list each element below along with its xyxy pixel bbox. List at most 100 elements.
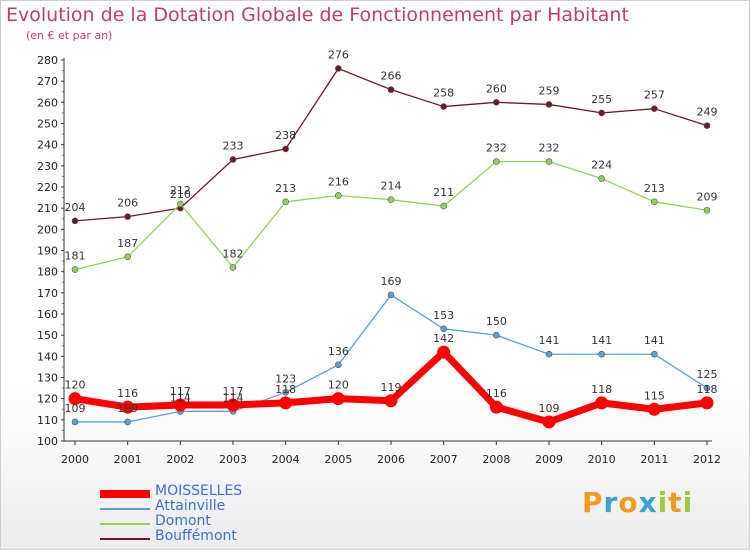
data-label: 120 (328, 379, 349, 392)
y-tick-label: 170 (37, 287, 58, 300)
data-point (703, 206, 711, 214)
y-tick-label: 280 (37, 54, 58, 67)
data-point (595, 396, 609, 410)
data-label: 136 (328, 345, 349, 358)
chart-title: Evolution de la Dotation Globale de Fonc… (6, 4, 629, 26)
data-label: 204 (65, 201, 86, 214)
data-label: 141 (539, 334, 560, 347)
data-label: 141 (591, 334, 612, 347)
data-point (651, 198, 658, 206)
x-tick-label: 2009 (535, 453, 563, 466)
y-tick-label: 190 (37, 245, 58, 258)
y-tick-label: 100 (37, 435, 58, 448)
legend-label: Attainville (155, 498, 226, 514)
data-point (173, 398, 187, 412)
data-label: 258 (433, 87, 454, 100)
y-tick-label: 140 (37, 350, 58, 363)
data-label: 118 (275, 383, 296, 396)
data-point (437, 345, 451, 359)
data-label: 213 (644, 182, 665, 195)
data-point (124, 213, 131, 220)
data-label: 255 (591, 93, 612, 106)
data-point (229, 156, 237, 163)
data-point (229, 264, 237, 271)
legend-swatch (100, 490, 150, 498)
data-label: 141 (644, 334, 665, 347)
data-label: 117 (223, 385, 244, 398)
data-point (598, 350, 605, 358)
data-point (279, 396, 293, 410)
data-point (440, 202, 447, 210)
data-label: 232 (539, 142, 560, 155)
chart-axes: 100 110 120 130 140 150 160 170 180 190 200 210 220 2… (37, 54, 721, 466)
data-label: 232 (486, 142, 507, 155)
data-label: 238 (275, 129, 296, 142)
logo-letter: i (657, 486, 669, 519)
data-label: 266 (381, 70, 402, 83)
y-tick-label: 260 (37, 96, 58, 109)
data-point (387, 291, 395, 299)
x-tick-label: 2008 (482, 453, 510, 466)
data-label: 118 (591, 383, 612, 396)
data-point (282, 198, 289, 206)
data-point (384, 394, 398, 408)
data-point (335, 361, 342, 369)
data-point (651, 350, 658, 358)
data-point (124, 253, 131, 261)
data-point (440, 325, 447, 333)
data-label: 125 (697, 368, 718, 381)
data-label: 213 (275, 182, 296, 195)
data-point (703, 384, 711, 392)
data-label: 114 (170, 391, 191, 404)
x-tick-label: 2004 (272, 453, 300, 466)
data-point (651, 105, 658, 112)
data-label: 116 (117, 387, 138, 400)
x-tick-label: 2011 (640, 453, 668, 466)
data-label: 187 (117, 237, 138, 250)
y-tick-label: 200 (37, 223, 58, 236)
data-label: 209 (697, 190, 718, 203)
x-tick-label: 2003 (219, 453, 247, 466)
data-point (121, 400, 135, 414)
data-point (493, 331, 500, 339)
x-tick-label: 2012 (693, 453, 721, 466)
data-point (598, 109, 605, 117)
x-tick-label: 2007 (430, 453, 458, 466)
data-label: 109 (65, 402, 86, 415)
data-point (124, 418, 131, 426)
data-point (703, 122, 711, 129)
data-point (71, 266, 79, 273)
data-label: 214 (381, 180, 402, 193)
data-label: 123 (275, 372, 296, 385)
data-label: 276 (328, 48, 349, 61)
data-point (493, 99, 500, 106)
y-tick-label: 250 (37, 118, 58, 131)
data-point (335, 65, 342, 72)
y-tick-label: 180 (37, 266, 58, 279)
x-tick-label: 2001 (114, 453, 142, 466)
data-label: 116 (486, 387, 507, 400)
data-point (226, 398, 240, 412)
legend-swatch (100, 523, 150, 525)
chart-subtitle: (en € et par an) (26, 29, 113, 42)
legend-swatch (100, 508, 150, 510)
y-tick-label: 230 (37, 160, 58, 173)
data-point (647, 402, 661, 416)
data-label: 182 (223, 247, 244, 260)
data-label: 153 (433, 309, 454, 322)
series-line-domont (74, 160, 708, 271)
data-label: 109 (539, 402, 560, 415)
proxiti-logo: Proxiti (582, 486, 693, 519)
data-label: 233 (223, 139, 244, 152)
data-label: 109 (117, 402, 138, 415)
data-point (68, 392, 82, 406)
data-label: 117 (170, 385, 191, 398)
data-label: 206 (117, 197, 138, 210)
data-point (71, 217, 79, 225)
legend-label: Bouffémont (155, 528, 237, 544)
data-point (545, 101, 553, 108)
data-label: 212 (170, 184, 191, 197)
y-tick-label: 270 (37, 75, 58, 88)
x-tick-label: 2002 (166, 453, 194, 466)
